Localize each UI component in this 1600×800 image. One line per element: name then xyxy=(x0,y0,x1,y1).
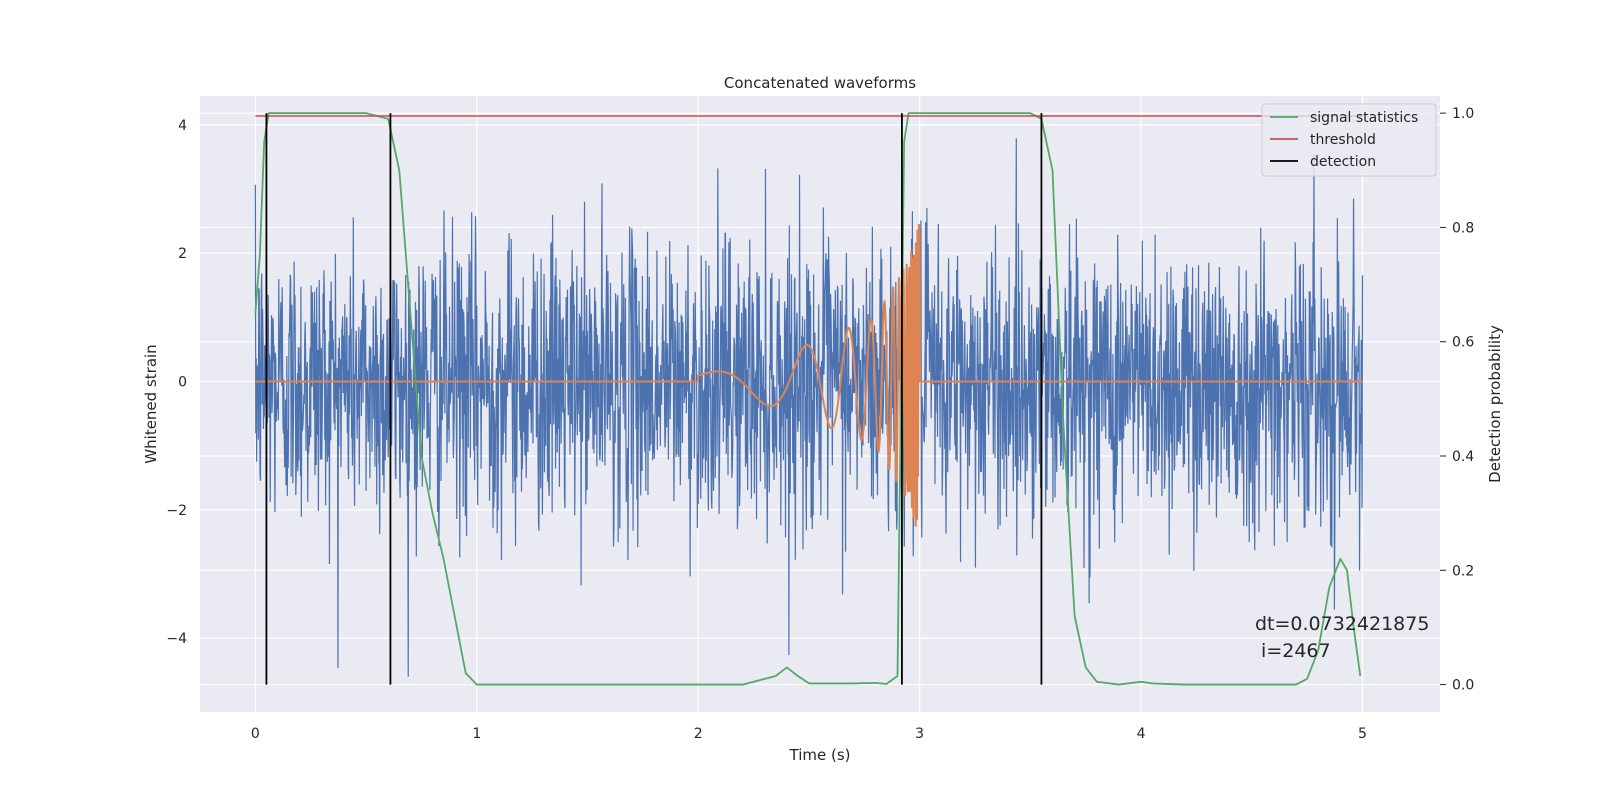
x-tick-label: 0 xyxy=(251,726,260,742)
annotations: dt=0.0732421875 i=2467 xyxy=(1255,613,1429,662)
x-axis: 0 1 2 3 4 5 xyxy=(251,726,1367,742)
legend-label-signal-statistics: signal statistics xyxy=(1310,110,1418,126)
y-right-tick-label: 0.2 xyxy=(1452,563,1474,579)
chart-title: Concatenated waveforms xyxy=(724,74,916,92)
y-right-tick-label: 1.0 xyxy=(1452,106,1474,122)
legend: signal statistics threshold detection xyxy=(1261,103,1437,177)
annotation-i: i=2467 xyxy=(1255,640,1331,662)
x-tick-label: 2 xyxy=(694,726,703,742)
waveform-line xyxy=(255,223,1363,527)
signal-statistics-line xyxy=(254,112,1362,686)
x-tick-label: 1 xyxy=(472,726,481,742)
series-detection xyxy=(265,113,1043,685)
x-tick-label: 5 xyxy=(1358,726,1367,742)
y-axis-left: −4 −2 0 2 4 xyxy=(166,118,187,647)
x-axis-title: Time (s) xyxy=(789,746,851,764)
x-tick-label: 4 xyxy=(1137,726,1146,742)
x-tick-label: 3 xyxy=(915,726,924,742)
legend-label-detection: detection xyxy=(1310,154,1376,170)
y-tick-label: −4 xyxy=(166,631,187,647)
series-strain xyxy=(254,138,1364,677)
y-tick-label: −2 xyxy=(166,503,187,519)
strain-line xyxy=(254,138,1364,677)
y-right-tick-label: 0.0 xyxy=(1452,678,1474,694)
series-waveform xyxy=(255,223,1363,527)
y-tick-label: 4 xyxy=(178,118,187,134)
y-axis-right-title: Detection probability xyxy=(1486,325,1504,483)
y-right-tick-label: 0.6 xyxy=(1452,335,1474,351)
y-tick-label: 0 xyxy=(178,375,187,391)
y-right-tick-label: 0.4 xyxy=(1452,449,1474,465)
y-right-tick-label: 0.8 xyxy=(1452,220,1474,236)
legend-label-threshold: threshold xyxy=(1310,132,1376,148)
legend-box xyxy=(1261,103,1437,177)
y-axis-right: 0.0 0.2 0.4 0.6 0.8 1.0 xyxy=(1440,106,1474,694)
y-tick-label: 2 xyxy=(178,246,187,262)
y-axis-title: Whitened strain xyxy=(142,344,160,463)
annotation-dt: dt=0.0732421875 xyxy=(1255,613,1429,635)
series-signal-statistics xyxy=(254,112,1362,686)
